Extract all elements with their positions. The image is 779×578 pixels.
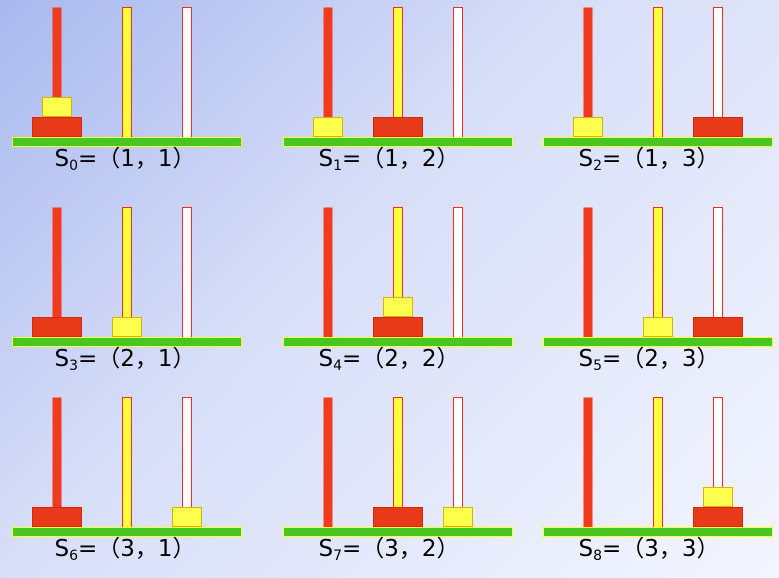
- base-board: [543, 137, 773, 147]
- state-symbol: S: [54, 346, 70, 372]
- peg-1: [323, 7, 333, 138]
- hanoi-state-6: [12, 397, 242, 537]
- equals-sign: =: [77, 346, 98, 372]
- peg-1: [323, 397, 333, 528]
- equals-sign: =: [77, 146, 98, 172]
- state-label-7: S7=（3，2）: [264, 536, 514, 564]
- state-value: （1，1）: [97, 146, 196, 172]
- state-index: 7: [333, 548, 342, 564]
- base-board: [12, 337, 242, 347]
- hanoi-state-1: [283, 7, 513, 147]
- state-label-1: S1=（1，2）: [264, 146, 514, 174]
- peg-1: [52, 207, 62, 338]
- small-disk: [573, 117, 603, 137]
- large-disk: [693, 117, 743, 137]
- state-index: 2: [593, 158, 602, 174]
- peg-1: [323, 207, 333, 338]
- large-disk: [32, 507, 82, 527]
- peg-3: [182, 207, 192, 338]
- state-symbol: S: [578, 146, 594, 172]
- state-symbol: S: [54, 146, 70, 172]
- base-board: [283, 137, 513, 147]
- large-disk: [693, 317, 743, 337]
- large-disk: [373, 507, 423, 527]
- state-value: （3，3）: [621, 536, 720, 562]
- equals-sign: =: [601, 346, 622, 372]
- peg-2: [653, 397, 663, 528]
- state-label-3: S3=（2，1）: [0, 346, 250, 374]
- large-disk: [693, 507, 743, 527]
- state-symbol: S: [318, 536, 334, 562]
- state-index: 5: [593, 358, 602, 374]
- state-label-4: S4=（2，2）: [264, 346, 514, 374]
- small-disk: [42, 97, 72, 117]
- state-index: 3: [69, 358, 78, 374]
- peg-2: [122, 397, 132, 528]
- state-index: 4: [333, 358, 342, 374]
- state-value: （3，1）: [97, 536, 196, 562]
- state-value: （2，3）: [621, 346, 720, 372]
- hanoi-state-4: [283, 207, 513, 347]
- peg-2: [653, 7, 663, 138]
- state-label-5: S5=（2，3）: [524, 346, 774, 374]
- state-label-6: S6=（3，1）: [0, 536, 250, 564]
- state-label-0: S0=（1，1）: [0, 146, 250, 174]
- equals-sign: =: [77, 536, 98, 562]
- state-index: 6: [69, 548, 78, 564]
- equals-sign: =: [341, 346, 362, 372]
- equals-sign: =: [341, 536, 362, 562]
- state-label-8: S8=（3，3）: [524, 536, 774, 564]
- peg-1: [583, 207, 593, 338]
- base-board: [12, 527, 242, 537]
- large-disk: [373, 317, 423, 337]
- base-board: [12, 137, 242, 147]
- peg-1: [52, 7, 62, 138]
- hanoi-state-5: [543, 207, 773, 347]
- state-value: （2，2）: [361, 346, 460, 372]
- large-disk: [373, 117, 423, 137]
- equals-sign: =: [601, 146, 622, 172]
- large-disk: [32, 317, 82, 337]
- base-board: [543, 337, 773, 347]
- state-value: （1，3）: [621, 146, 720, 172]
- hanoi-state-0: [12, 7, 242, 147]
- peg-1: [583, 7, 593, 138]
- small-disk: [313, 117, 343, 137]
- peg-3: [453, 207, 463, 338]
- hanoi-state-7: [283, 397, 513, 537]
- state-value: （3，2）: [361, 536, 460, 562]
- base-board: [283, 527, 513, 537]
- small-disk: [643, 317, 673, 337]
- state-value: （1，2）: [361, 146, 460, 172]
- small-disk: [112, 317, 142, 337]
- state-index: 0: [69, 158, 78, 174]
- state-index: 8: [593, 548, 602, 564]
- equals-sign: =: [601, 536, 622, 562]
- hanoi-state-3: [12, 207, 242, 347]
- small-disk: [383, 297, 413, 317]
- state-symbol: S: [318, 146, 334, 172]
- small-disk: [443, 507, 473, 527]
- hanoi-state-8: [543, 397, 773, 537]
- peg-2: [122, 7, 132, 138]
- peg-1: [583, 397, 593, 528]
- large-disk: [32, 117, 82, 137]
- hanoi-state-2: [543, 7, 773, 147]
- state-symbol: S: [318, 346, 334, 372]
- state-symbol: S: [578, 346, 594, 372]
- state-label-2: S2=（1，3）: [524, 146, 774, 174]
- peg-3: [453, 7, 463, 138]
- base-board: [283, 337, 513, 347]
- state-symbol: S: [54, 536, 70, 562]
- small-disk: [172, 507, 202, 527]
- base-board: [543, 527, 773, 537]
- state-value: （2，1）: [97, 346, 196, 372]
- state-index: 1: [333, 158, 342, 174]
- peg-1: [52, 397, 62, 528]
- state-symbol: S: [578, 536, 594, 562]
- equals-sign: =: [341, 146, 362, 172]
- peg-3: [182, 7, 192, 138]
- small-disk: [703, 487, 733, 507]
